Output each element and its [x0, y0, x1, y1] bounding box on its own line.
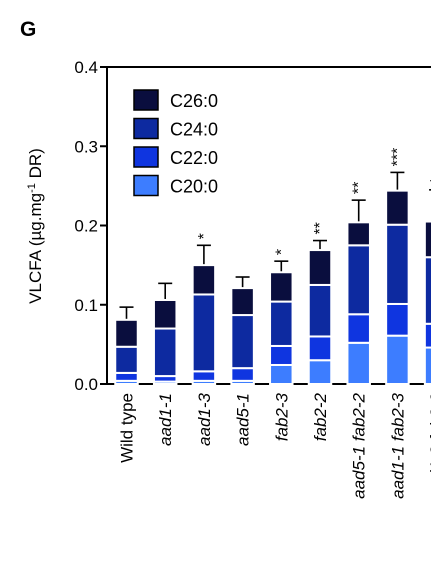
bar-stack: *	[425, 178, 431, 384]
bar-segment-C20-0	[425, 348, 431, 384]
bar-stack: **	[347, 182, 370, 384]
legend-label: C22:0	[170, 148, 218, 168]
bar-stack	[154, 283, 177, 384]
bar-segment-C24-0	[309, 285, 332, 337]
x-tick-label: aad1-1 fab2-3	[388, 392, 407, 498]
x-tick-label: fab2-2	[311, 392, 330, 441]
significance-label: ***	[389, 148, 406, 167]
bar-segment-C22-0	[347, 314, 370, 343]
y-tick-label: 0.0	[74, 375, 98, 394]
bar-segment-C26-0	[154, 300, 177, 329]
bar-segment-C24-0	[115, 347, 138, 373]
bar-segment-C26-0	[347, 222, 370, 245]
y-tick-label: 0.3	[74, 137, 98, 156]
significance-label: *	[273, 249, 290, 255]
bar-stack: **	[309, 222, 332, 384]
y-tick-label: 0.1	[74, 296, 98, 315]
legend-label: C24:0	[170, 120, 218, 140]
significance-label: *	[196, 233, 213, 239]
bar-segment-C26-0	[386, 191, 409, 225]
bar-segment-C22-0	[309, 336, 332, 360]
bar-segment-C26-0	[425, 222, 431, 258]
bar-segment-C24-0	[270, 302, 293, 346]
bar-stack: *	[270, 249, 293, 384]
bar-segment-C26-0	[270, 272, 293, 301]
x-tick-label: aad5-1 fab2-2	[350, 392, 369, 498]
x-tick-label: aad5-1	[234, 393, 253, 446]
bar-segment-C24-0	[386, 225, 409, 304]
bar-segment-C26-0	[115, 320, 138, 347]
bar-segment-C22-0	[231, 368, 254, 381]
bar-segment-C20-0	[309, 360, 332, 384]
bar-segment-C26-0	[231, 288, 254, 315]
x-tick-label: aad1-3 fab2-2	[427, 392, 431, 498]
y-axis-label-main: VLCFA (µg.mg	[26, 193, 45, 304]
significance-label: **	[312, 222, 329, 234]
bar-segment-C24-0	[154, 329, 177, 377]
x-tick-label: fab2-3	[272, 392, 291, 441]
legend-item: C20:0	[134, 176, 218, 197]
bar-segment-C24-0	[231, 315, 254, 368]
x-tick-label: Wild type	[118, 393, 137, 463]
bar-segment-C22-0	[193, 371, 216, 381]
bar-stack	[231, 277, 254, 384]
bars: **********	[115, 148, 431, 384]
bar-stack	[115, 307, 138, 384]
x-tick-labels: Wild type aad1-1 aad1-3 aad5-1 fab2-3 fab2-2 a…	[118, 392, 431, 498]
bar-stack: *	[193, 233, 216, 384]
bar-segment-C24-0	[425, 257, 431, 324]
bar-segment-C20-0	[347, 343, 370, 384]
bar-segment-C20-0	[270, 365, 293, 384]
y-axis-label-group: VLCFA (µg.mg-1 DR)	[26, 148, 45, 304]
y-axis-label: VLCFA (µg.mg-1 DR)	[26, 148, 45, 304]
y-axis-label-suffix: DR)	[26, 148, 45, 183]
y-axis-label-superscript: -1	[26, 183, 38, 193]
legend-swatch	[134, 176, 158, 196]
y-tick-label: 0.4	[74, 58, 98, 77]
legend: C26:0 C24:0 C22:0 C20:0	[134, 90, 218, 197]
bar-segment-C24-0	[193, 294, 216, 371]
bar-segment-C22-0	[270, 346, 293, 365]
bar-segment-C24-0	[347, 245, 370, 314]
bar-segment-C22-0	[386, 304, 409, 336]
bar-segment-C26-0	[309, 250, 332, 285]
legend-swatch	[134, 147, 158, 167]
legend-item: C24:0	[134, 119, 218, 140]
significance-label: **	[351, 182, 368, 194]
bar-segment-C26-0	[193, 265, 216, 294]
legend-swatch	[134, 90, 158, 110]
x-tick-label: aad1-1	[156, 393, 175, 446]
legend-item: C22:0	[134, 147, 218, 168]
legend-swatch	[134, 119, 158, 139]
bar-stack: ***	[386, 148, 409, 384]
bar-segment-C22-0	[425, 324, 431, 348]
legend-label: C26:0	[170, 91, 218, 111]
legend-item: C26:0	[134, 90, 218, 111]
panel-label: G	[20, 18, 36, 41]
x-tick-label: aad1-3	[195, 392, 214, 445]
legend-label: C20:0	[170, 177, 218, 197]
y-tick-label: 0.2	[74, 217, 98, 236]
bar-segment-C22-0	[115, 373, 138, 381]
bar-segment-C20-0	[386, 336, 409, 384]
